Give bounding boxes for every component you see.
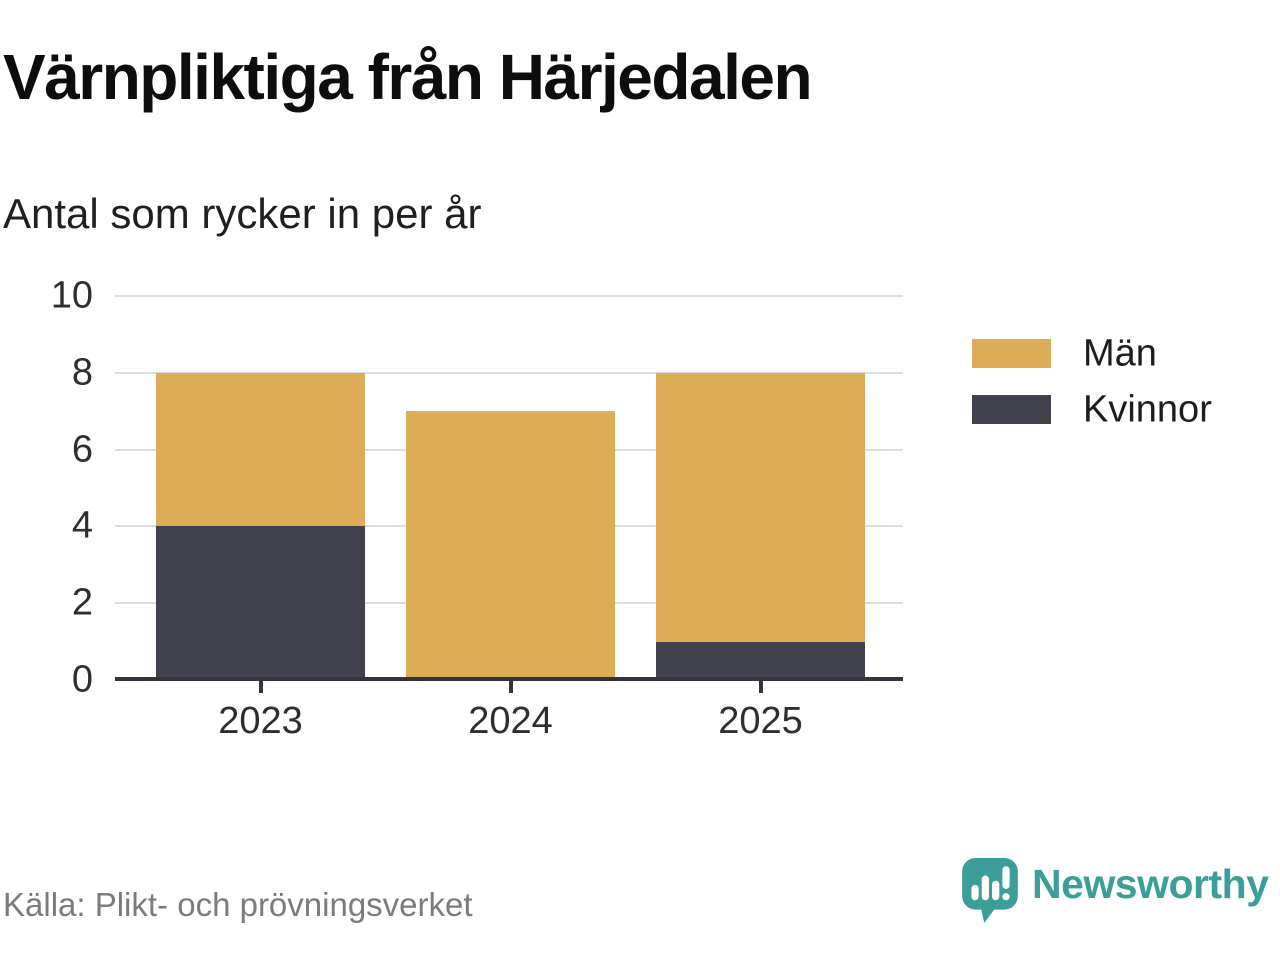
bar-segment-2023-män [156, 372, 365, 527]
y-axis-tick-label: 8 [71, 351, 93, 394]
source-note: Källa: Plikt- och prövningsverket [3, 886, 473, 923]
y-axis-tick-label: 0 [71, 658, 93, 701]
newsworthy-logo: Newsworthy [962, 858, 1269, 924]
bar-segment-2024-män [406, 411, 615, 680]
gridline-y10 [115, 295, 903, 297]
y-axis-tick-label: 2 [71, 581, 93, 624]
newsworthy-bubble-icon [962, 858, 1018, 923]
legend-label-kvinnor: Kvinnor [1083, 388, 1212, 431]
x-axis-category-label: 2025 [718, 700, 803, 742]
chart-title: Värnpliktiga från Härjedalen [3, 41, 813, 113]
legend-swatch-kvinnor [972, 395, 1051, 424]
gridline-y8 [115, 371, 903, 374]
y-axis-tick-label: 6 [71, 428, 93, 471]
x-axis-category-label: 2023 [218, 700, 303, 742]
bar-segment-2025-män [656, 372, 865, 642]
x-axis-tick [758, 681, 763, 693]
legend-swatch-män [972, 339, 1051, 368]
x-axis-tick [258, 681, 263, 693]
x-axis-category-label: 2024 [468, 700, 553, 742]
chart-subtitle: Antal som rycker in per år [3, 190, 482, 237]
bar-segment-2025-kvinnor [656, 641, 865, 680]
x-axis-line [115, 677, 903, 681]
newsworthy-logo-text: Newsworthy [1032, 860, 1269, 907]
bar-segment-2023-kvinnor [156, 526, 365, 680]
x-axis-tick [508, 681, 513, 693]
legend-label-män: Män [1083, 332, 1157, 375]
y-axis-tick-label: 10 [50, 274, 93, 317]
y-axis-tick-label: 4 [71, 504, 93, 547]
